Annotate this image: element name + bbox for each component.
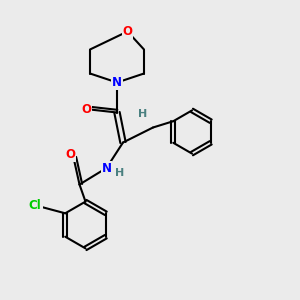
Text: O: O [65,148,76,161]
Text: N: N [112,76,122,89]
Text: O: O [81,103,92,116]
Text: O: O [122,25,133,38]
Text: H: H [138,109,147,119]
Text: Cl: Cl [29,199,42,212]
Text: H: H [116,167,124,178]
Text: N: N [101,161,112,175]
